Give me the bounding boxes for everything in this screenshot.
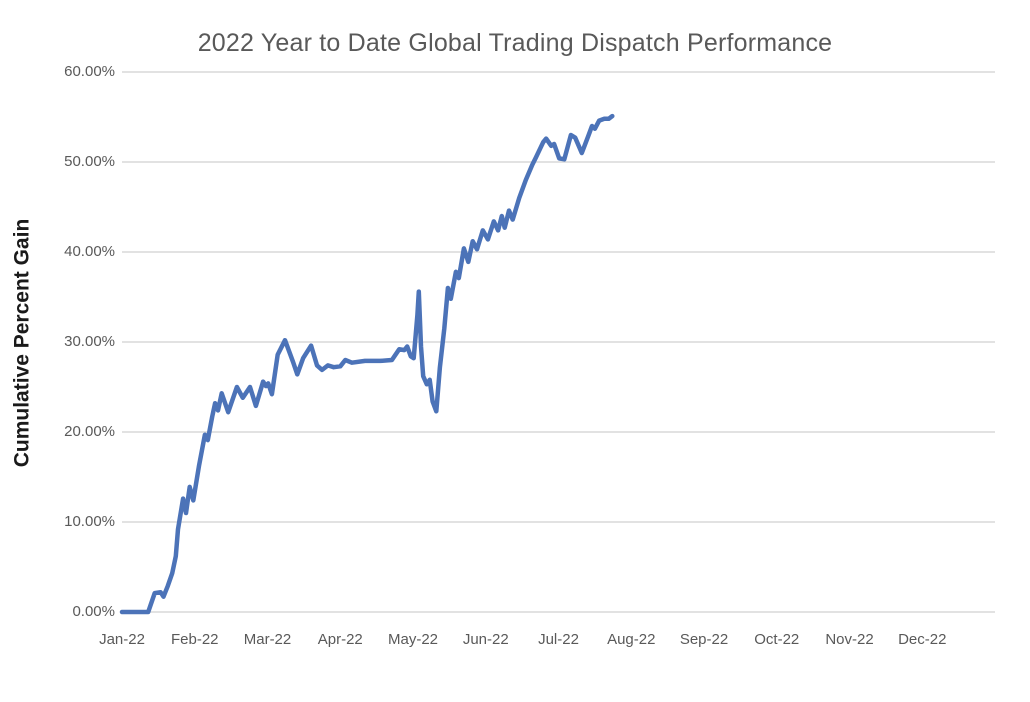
chart-title: 2022 Year to Date Global Trading Dispatc… (197, 29, 833, 57)
series-line (119, 113, 615, 615)
x-tick-label: Jul-22 (538, 631, 579, 648)
x-tick-label: Oct-22 (754, 631, 800, 648)
x-tick-label: Feb-22 (170, 631, 219, 648)
y-tick-label: 50.00% (64, 153, 115, 170)
x-tick-label: Jan-22 (99, 631, 145, 648)
x-tick-label: Mar-22 (243, 631, 292, 648)
y-tick-label: 0.00% (72, 603, 115, 620)
y-tick-label: 60.00% (64, 63, 115, 80)
x-tick-label: May-22 (387, 631, 439, 648)
x-tick-label: Dec-22 (898, 631, 947, 648)
y-tick-label: 30.00% (64, 333, 115, 350)
y-tick-label: 40.00% (64, 243, 115, 260)
x-tick-label: Apr-22 (317, 631, 363, 648)
x-tick-label: Nov-22 (825, 631, 874, 648)
x-tick-label: Sep-22 (679, 631, 729, 648)
x-tick-label: Aug-22 (607, 631, 656, 648)
y-tick-label: 10.00% (64, 513, 115, 530)
y-tick-label: 20.00% (64, 423, 115, 440)
x-tick-label: Jun-22 (462, 631, 509, 648)
